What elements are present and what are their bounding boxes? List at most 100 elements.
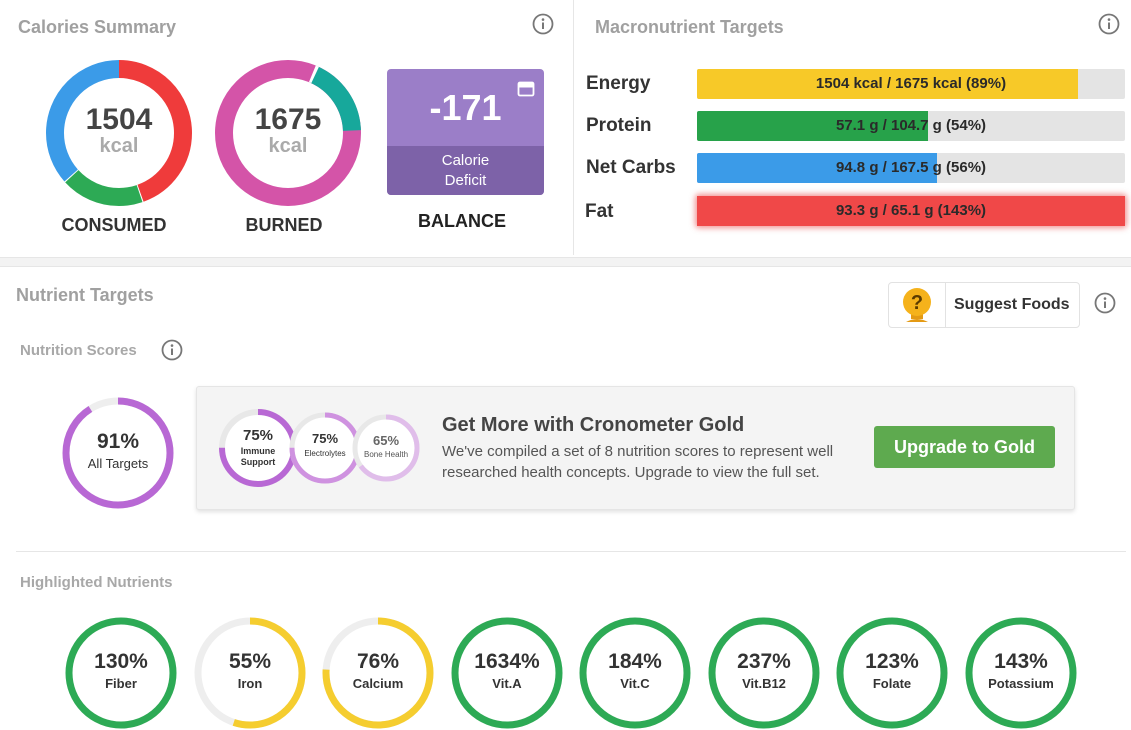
calendar-icon[interactable] <box>517 80 535 97</box>
nutrient-label: Vit.A <box>492 676 522 691</box>
lightbulb-icon: ? <box>903 288 931 322</box>
burned-ring: 1675 kcal <box>214 59 362 207</box>
suggest-foods-label: Suggest Foods <box>954 296 1070 313</box>
score-value: 75% <box>311 431 339 446</box>
gold-upsell-card: 75% Immune Support 75% Electrolytes 65% … <box>196 386 1075 510</box>
macro-row-net-carbs: Net Carbs 94.8 g / 167.5 g (56%) <box>586 153 1126 183</box>
consumed-ring: 1504 kcal <box>45 59 193 207</box>
nutrient-ring-graphic <box>322 617 434 729</box>
macro-bar: 93.3 g / 65.1 g (143%) <box>697 196 1125 226</box>
nutrient-ring-graphic <box>965 617 1077 729</box>
nutrition-scores-title: Nutrition Scores <box>20 342 137 359</box>
nutrient-value: 76% <box>356 650 400 673</box>
macro-bar: 57.1 g / 104.7 g (54%) <box>697 111 1125 141</box>
macro-bar-fill <box>697 111 929 141</box>
nutrient-label: Calcium <box>352 676 404 691</box>
gold-description: We've compiled a set of 8 nutrition scor… <box>442 443 834 481</box>
nutrient-ring-arc <box>194 617 306 729</box>
upgrade-to-gold-button[interactable]: Upgrade to Gold <box>874 426 1055 468</box>
macro-name: Fat <box>585 201 614 222</box>
nutrient-ring-graphic <box>451 617 563 729</box>
nutrient-ring-graphic <box>194 617 306 729</box>
section-divider <box>16 551 1126 552</box>
all-targets-value: 91% <box>96 430 140 453</box>
macro-bar-text: 93.3 g / 65.1 g (143%) <box>835 202 987 219</box>
info-icon[interactable] <box>1094 292 1116 314</box>
macro-bar-fill <box>697 153 937 183</box>
all-targets-ring: 91% All Targets <box>61 396 175 510</box>
nutrient-label: Vit.B12 <box>742 676 786 691</box>
score-value: 65% <box>372 433 400 448</box>
calories-summary-title: Calories Summary <box>18 17 177 37</box>
macro-bar-fill <box>697 196 1125 226</box>
nutrient-ring-vit-a[interactable]: 1634% Vit.A <box>450 616 564 730</box>
nutrient-ring-arc <box>708 617 820 729</box>
score-ring-immune-support: 75% Immune Support <box>218 408 298 488</box>
nutrient-ring-calcium[interactable]: 76% Calcium <box>321 616 435 730</box>
all-targets-label: All Targets <box>87 456 149 471</box>
nutrient-label: Potassium <box>988 676 1054 691</box>
macro-bar-text: 1504 kcal / 1675 kcal (89%) <box>815 75 1007 92</box>
nutrient-value: 55% <box>228 650 272 673</box>
suggest-foods-button[interactable]: ? Suggest Foods <box>888 282 1080 328</box>
nutrient-ring-fiber[interactable]: 130% Fiber <box>64 616 178 730</box>
consumed-label: CONSUMED <box>61 215 167 235</box>
score-label: Electrolytes <box>304 449 346 458</box>
macro-name: Energy <box>586 73 651 94</box>
burned-unit: kcal <box>268 135 308 157</box>
nutrient-label: Folate <box>872 676 912 691</box>
consumed-unit: kcal <box>99 135 139 157</box>
nutrient-value: 123% <box>865 650 919 673</box>
info-icon[interactable] <box>532 13 554 35</box>
score-label: Immune Support <box>218 446 298 468</box>
svg-text:?: ? <box>911 292 923 314</box>
nutrient-value: 184% <box>608 650 662 673</box>
panel-divider <box>573 0 574 255</box>
nutrient-ring-graphic <box>708 617 820 729</box>
nutrient-ring-arc <box>322 617 434 729</box>
nutrient-label: Iron <box>237 676 263 691</box>
macro-row-energy: Energy 1504 kcal / 1675 kcal (89%) <box>586 69 1126 99</box>
nutrient-ring-vit-b12[interactable]: 237% Vit.B12 <box>707 616 821 730</box>
balance-status: Calorie Deficit <box>387 146 544 195</box>
macro-row-fat: Fat 93.3 g / 65.1 g (143%) <box>585 196 1126 226</box>
info-icon[interactable] <box>161 339 183 361</box>
macro-row-protein: Protein 57.1 g / 104.7 g (54%) <box>586 111 1126 141</box>
macro-bar: 94.8 g / 167.5 g (56%) <box>697 153 1125 183</box>
macronutrient-targets-title: Macronutrient Targets <box>595 17 784 37</box>
nutrient-label: Fiber <box>105 676 137 691</box>
highlighted-nutrients-title: Highlighted Nutrients <box>20 574 173 591</box>
consumed-value: 1504 <box>85 103 153 136</box>
gold-title: Get More with Cronometer Gold <box>442 414 745 436</box>
macro-bar: 1504 kcal / 1675 kcal (89%) <box>697 69 1125 99</box>
nutrient-value: 1634% <box>474 650 540 673</box>
macro-name: Protein <box>586 115 652 136</box>
nutrient-ring-graphic <box>836 617 948 729</box>
score-label-line: Support <box>240 457 276 467</box>
burned-label: BURNED <box>245 215 323 235</box>
section-divider <box>0 257 1131 267</box>
nutrient-ring-potassium[interactable]: 143% Potassium <box>964 616 1078 730</box>
score-value: 75% <box>242 427 274 444</box>
balance-value: -171 <box>429 87 502 128</box>
nutrient-label: Vit.C <box>620 676 650 691</box>
nutrient-ring-folate[interactable]: 123% Folate <box>835 616 949 730</box>
macro-bar-text: 94.8 g / 167.5 g (56%) <box>835 159 987 176</box>
nutrient-ring-arc <box>965 617 1077 729</box>
info-icon[interactable] <box>1098 13 1120 35</box>
nutrient-ring-arc <box>836 617 948 729</box>
burned-value: 1675 <box>254 103 322 136</box>
nutrient-ring-graphic <box>65 617 177 729</box>
suggest-icon-wrap: ? <box>889 283 946 327</box>
score-label: Bone Health <box>363 450 409 459</box>
nutrient-ring-arc <box>451 617 563 729</box>
nutrient-ring-arc <box>579 617 691 729</box>
score-arc <box>352 414 420 482</box>
nutrient-ring-graphic <box>579 617 691 729</box>
macro-name: Net Carbs <box>586 157 676 178</box>
nutrient-ring-iron[interactable]: 55% Iron <box>193 616 307 730</box>
all-targets-arc <box>62 397 174 509</box>
nutrient-ring-vit-c[interactable]: 184% Vit.C <box>578 616 692 730</box>
balance-box: -171 Calorie Deficit <box>387 69 544 195</box>
macro-bar-text: 57.1 g / 104.7 g (54%) <box>835 117 987 134</box>
